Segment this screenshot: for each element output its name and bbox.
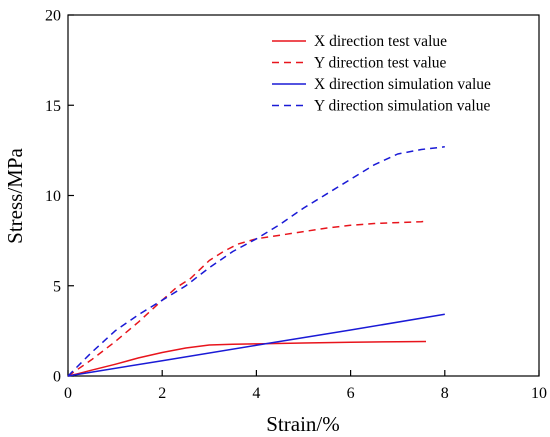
tick-labels: 0 2 4 6 8 10 0 5 10 15 20 <box>45 8 547 403</box>
y-tick-label: 10 <box>45 188 61 205</box>
axis-ticks <box>67 14 540 377</box>
x-tick-label: 8 <box>441 385 449 402</box>
series-line <box>67 146 445 377</box>
series-line <box>67 220 427 377</box>
y-tick-label: 5 <box>53 278 61 295</box>
x-tick-label: 0 <box>64 385 72 402</box>
series-line <box>67 340 427 377</box>
y-tick-label: 15 <box>45 98 61 115</box>
series-layer <box>67 146 445 377</box>
legend-label: X direction simulation value <box>314 76 491 93</box>
y-tick-label: 20 <box>45 8 61 25</box>
legend-label: Y direction simulation value <box>314 98 490 115</box>
series-line <box>67 313 445 377</box>
x-axis-title: Strain/% <box>266 412 340 436</box>
y-tick-label: 0 <box>53 369 61 386</box>
legend-label: X direction test value <box>314 33 447 50</box>
x-tick-label: 4 <box>252 385 260 402</box>
x-tick-label: 6 <box>347 385 355 402</box>
legend: X direction test value Y direction test v… <box>272 33 491 115</box>
legend-label: Y direction test value <box>314 55 447 72</box>
x-tick-label: 10 <box>531 385 547 402</box>
y-axis-title: Stress/MPa <box>3 147 27 243</box>
x-tick-label: 2 <box>158 385 166 402</box>
